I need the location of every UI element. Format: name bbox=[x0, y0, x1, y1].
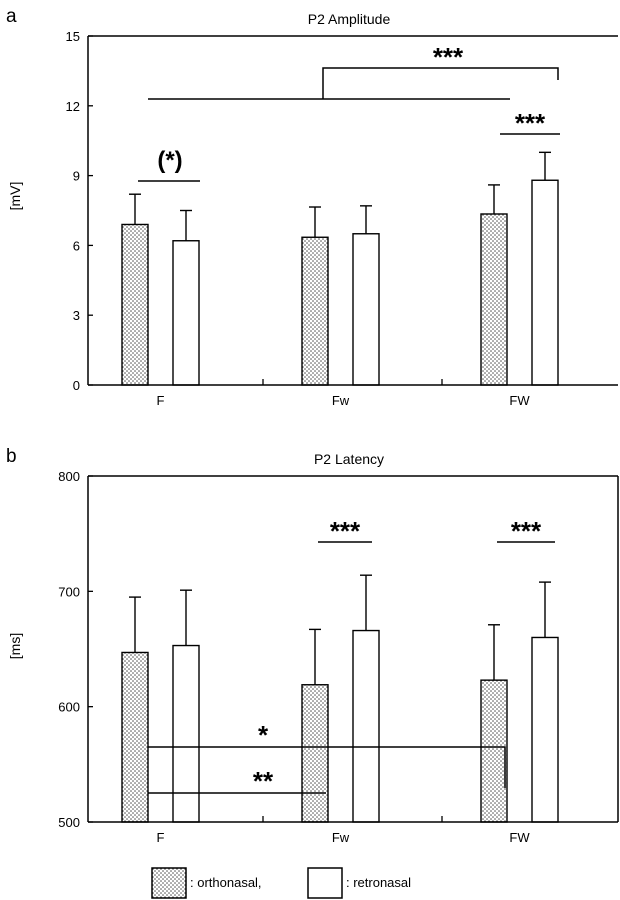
bar-retronasal-FW bbox=[531, 636, 559, 823]
legend-swatch-orthonasal bbox=[151, 867, 187, 899]
y-tick-label-15: 15 bbox=[66, 29, 80, 44]
significance-label: ** bbox=[253, 766, 274, 796]
x-tick-label-Fw: Fw bbox=[332, 393, 350, 408]
significance-bracket-5 bbox=[148, 746, 506, 788]
y-tick-label-6: 6 bbox=[73, 238, 80, 253]
x-tick-label-FW: FW bbox=[509, 393, 530, 408]
x-tick-label-FW: FW bbox=[509, 830, 530, 845]
y-tick-label-3: 3 bbox=[73, 308, 80, 323]
panel-a-plot: 0 3 6 9 12 15 F Fw FW (*) *** *** bbox=[66, 29, 618, 408]
significance-label: *** bbox=[433, 42, 464, 72]
y-tick-label-9: 9 bbox=[73, 169, 80, 184]
bar-orthonasal-Fw bbox=[301, 684, 329, 823]
panel-a-ylabel: [mV] bbox=[7, 182, 23, 211]
bar-retronasal-Fw bbox=[352, 233, 380, 386]
bar-retronasal-F bbox=[172, 240, 200, 386]
panel-a-title: P2 Amplitude bbox=[308, 11, 391, 27]
significance-label: *** bbox=[330, 516, 361, 546]
panel-b-ylabel: [ms] bbox=[7, 633, 23, 659]
legend-label-retronasal: : retronasal bbox=[346, 875, 411, 890]
legend-label-orthonasal: : orthonasal, bbox=[190, 875, 262, 890]
significance-label: *** bbox=[511, 516, 542, 546]
panel-a-letter: a bbox=[6, 6, 17, 27]
significance-label: * bbox=[258, 720, 269, 750]
y-tick-label-600: 600 bbox=[58, 700, 80, 715]
bar-retronasal-Fw bbox=[352, 629, 380, 823]
bar-orthonasal-F bbox=[121, 651, 149, 823]
y-tick-label-500: 500 bbox=[58, 815, 80, 830]
bar-retronasal-F bbox=[172, 644, 200, 823]
bar-orthonasal-FW bbox=[480, 679, 508, 823]
significance-label: (*) bbox=[157, 147, 182, 174]
panel-b-letter: b bbox=[6, 446, 17, 467]
significance-label: *** bbox=[515, 108, 546, 138]
legend-swatch-retronasal bbox=[307, 867, 343, 899]
legend: : orthonasal, : retronasal bbox=[151, 867, 411, 899]
y-tick-label-0: 0 bbox=[73, 378, 80, 393]
bar-orthonasal-Fw bbox=[301, 236, 329, 386]
bar-orthonasal-FW bbox=[480, 213, 508, 386]
panel-b-title: P2 Latency bbox=[314, 451, 384, 467]
x-tick-label-F: F bbox=[157, 393, 165, 408]
x-tick-label-F: F bbox=[157, 830, 165, 845]
y-tick-label-12: 12 bbox=[66, 99, 80, 114]
bar-retronasal-FW bbox=[531, 179, 559, 386]
significance-bracket-6 bbox=[322, 67, 559, 99]
bar-orthonasal-F bbox=[121, 223, 149, 386]
x-tick-label-Fw: Fw bbox=[332, 830, 350, 845]
y-tick-label-700: 700 bbox=[58, 584, 80, 599]
y-tick-label-800: 800 bbox=[58, 469, 80, 484]
